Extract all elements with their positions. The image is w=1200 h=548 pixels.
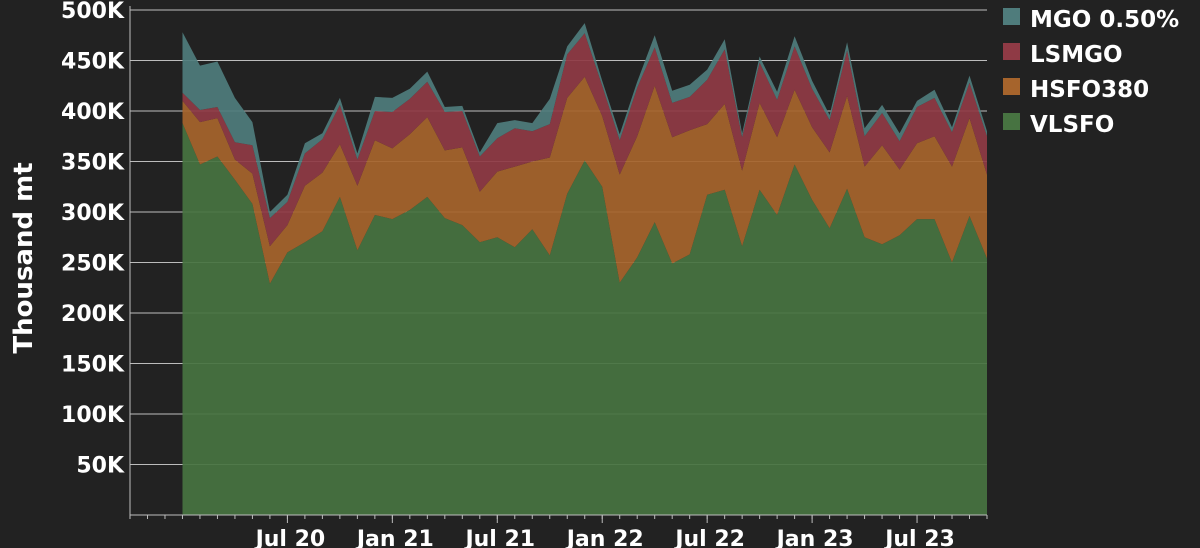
x-tick-label: Jan 23 xyxy=(775,527,854,548)
y-tick-label: 300K xyxy=(61,201,125,226)
legend-swatch-hsfo380 xyxy=(1003,78,1020,95)
area-mgo-0-50- xyxy=(182,23,987,219)
y-tick-label: 450K xyxy=(61,50,125,75)
legend-swatch-lsmgo xyxy=(1003,43,1020,60)
x-tick-label: Jul 22 xyxy=(673,527,745,548)
legend-swatch-mgo-0-50- xyxy=(1003,8,1020,25)
y-tick-label: 150K xyxy=(61,353,125,378)
legend: MGO 0.50% LSMGO HSFO380 VLSFO xyxy=(1003,7,1179,138)
area-lsmgo xyxy=(182,33,987,247)
area-hsfo380 xyxy=(182,76,987,284)
y-tick-label: 200K xyxy=(61,302,125,327)
x-tick-label: Jul 21 xyxy=(463,527,535,548)
x-tick-label: Jul 20 xyxy=(254,527,326,548)
y-tick-label: 350K xyxy=(61,151,125,176)
x-tick-label: Jan 22 xyxy=(565,527,644,548)
area-series xyxy=(182,23,987,515)
area-vlsfo xyxy=(182,123,987,515)
legend-label-hsfo380: HSFO380 xyxy=(1030,77,1149,103)
legend-label-mgo-0-50-: MGO 0.50% xyxy=(1030,7,1179,33)
legend-label-lsmgo: LSMGO xyxy=(1030,42,1123,68)
legend-label-vlsfo: VLSFO xyxy=(1030,112,1114,138)
axes: 50K 100K 150K 200K 250K 300K 350K 400K 450K 500K J… xyxy=(61,0,988,548)
x-tick-label: Jan 21 xyxy=(355,527,434,548)
y-tick-label: 500K xyxy=(61,0,125,24)
x-tick-label: Jul 23 xyxy=(883,527,955,548)
y-tick-label: 400K xyxy=(61,100,125,125)
y-tick-label: 50K xyxy=(76,454,125,479)
y-axis-title: Thousand mt xyxy=(9,162,39,353)
y-tick-label: 250K xyxy=(61,252,125,277)
legend-swatch-vlsfo xyxy=(1003,113,1020,130)
y-tick-label: 100K xyxy=(61,403,125,428)
